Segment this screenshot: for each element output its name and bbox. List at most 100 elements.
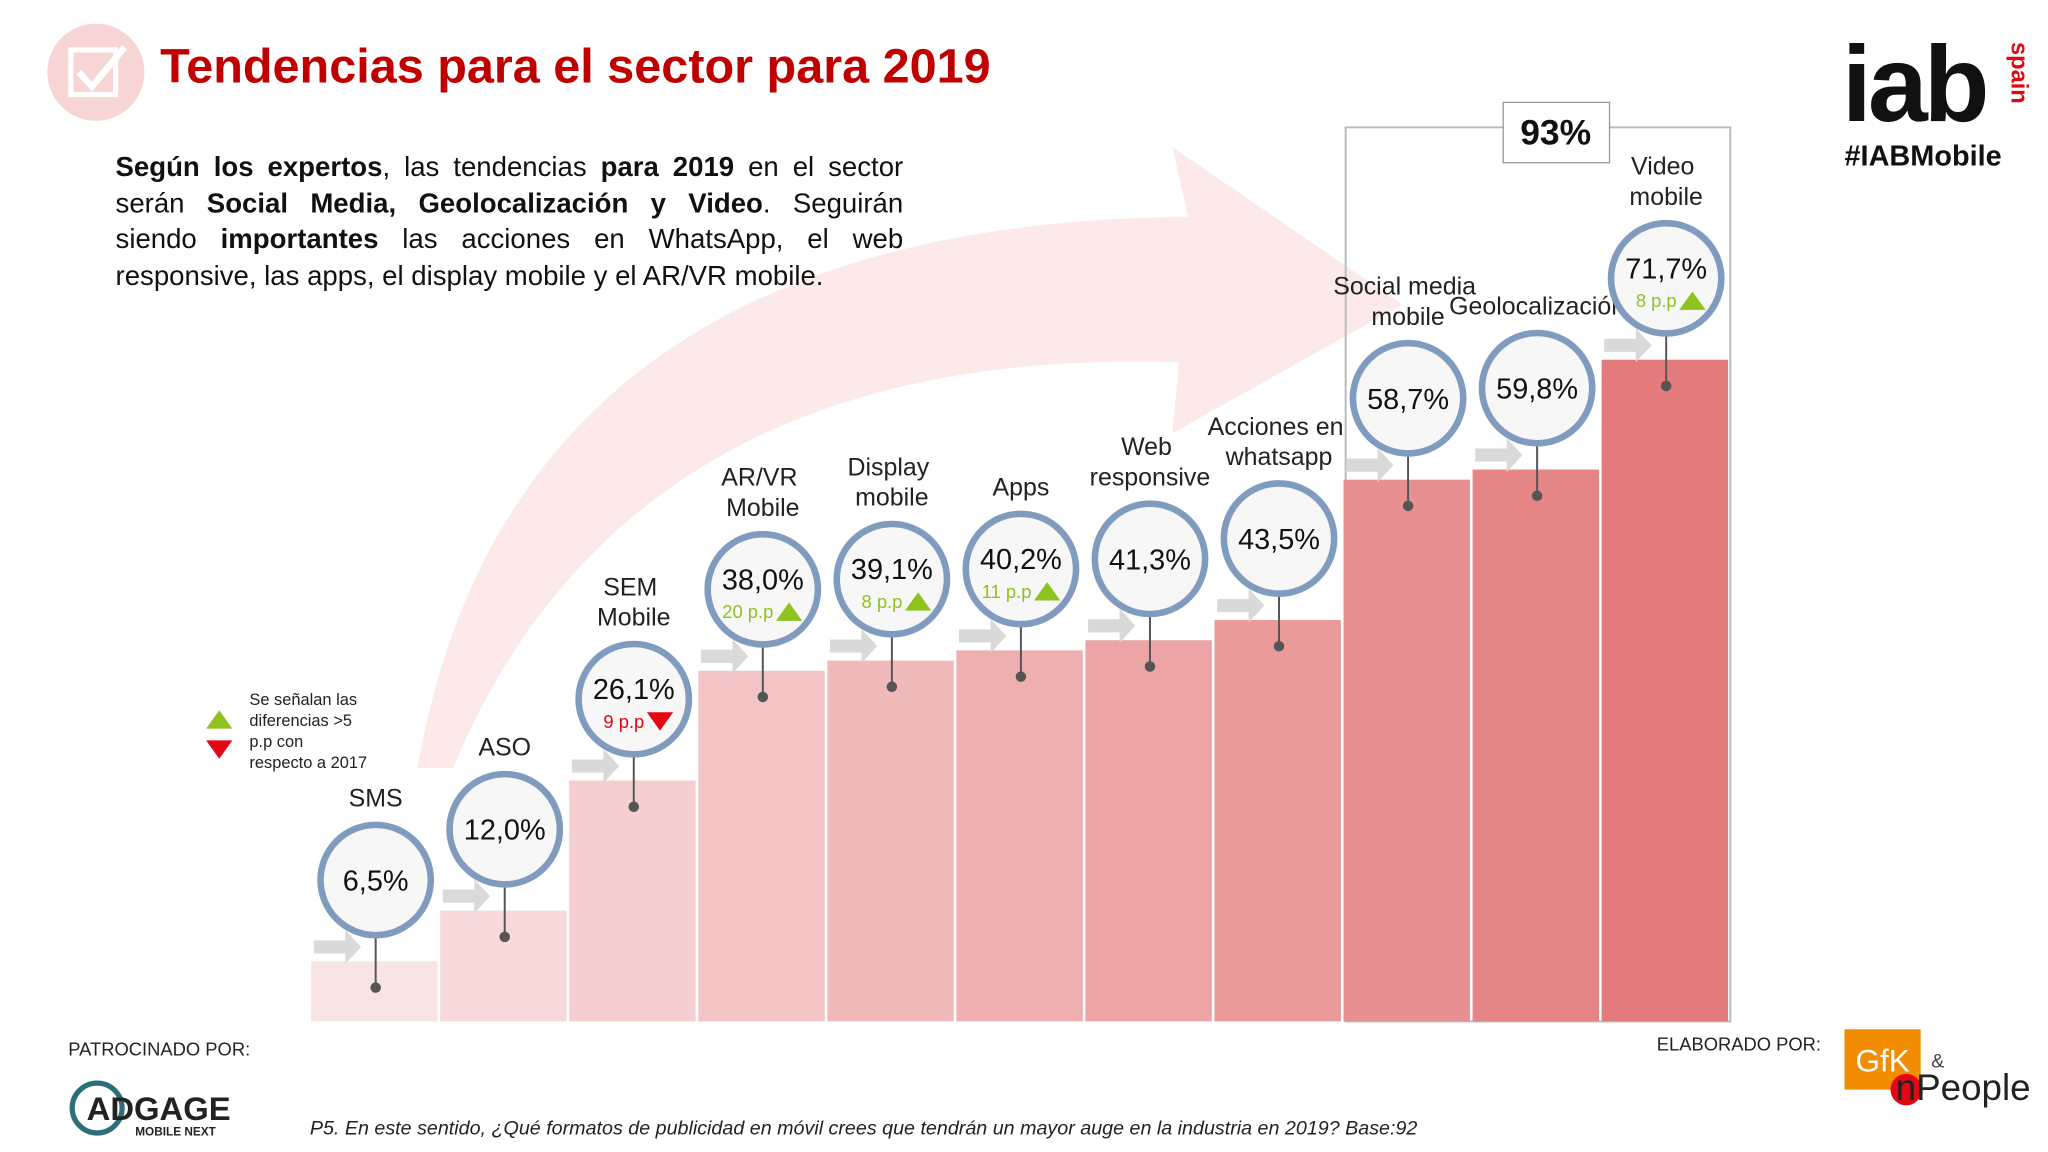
intro-segment: para 2019 xyxy=(600,152,735,183)
intro-segment: las acciones en WhatsApp, el web respons… xyxy=(115,224,904,291)
stem-dot xyxy=(370,982,381,993)
category-label: ASO xyxy=(478,734,531,762)
intro-text: Según los expertos, las tendencias para … xyxy=(116,150,904,294)
stem-dot xyxy=(1015,671,1027,682)
value-label: 40,2% xyxy=(980,544,1062,576)
value-label: 12,0% xyxy=(464,815,546,847)
author-name: GfK xyxy=(1855,1042,1909,1078)
difference-label: 9 p.p xyxy=(603,711,644,732)
legend-note: respecto a 2017 xyxy=(249,754,367,772)
step-arrow xyxy=(1475,438,1523,473)
sponsor-name: ADGAGE xyxy=(87,1090,231,1127)
bar xyxy=(1214,619,1341,1022)
stem-dot xyxy=(499,931,510,943)
intro-segment: . Seguirán siendo xyxy=(115,188,904,255)
stem-dot xyxy=(1531,490,1543,502)
header-icon xyxy=(47,23,145,121)
title: Tendencias para el sector para 2019 xyxy=(160,40,991,94)
difference-arrow xyxy=(904,592,932,611)
intro-box: Según los expertos, las tendencias para … xyxy=(116,150,904,294)
intro-segment: Social Media, Geolocalización y Video xyxy=(206,188,763,219)
highlight-box xyxy=(1502,101,1611,164)
step-arrow xyxy=(1346,448,1394,483)
category-label: Video mobile xyxy=(1629,153,1702,211)
header-icon-box xyxy=(68,47,119,98)
author-partner-mark xyxy=(1890,1073,1922,1106)
category-label: Display mobile xyxy=(848,453,937,511)
category-label: SMS xyxy=(349,784,403,812)
value-label: 38,0% xyxy=(722,564,804,596)
intro-segment: , las tendencias xyxy=(382,152,601,183)
stem-dot xyxy=(628,801,640,813)
value-label: 39,1% xyxy=(851,554,933,586)
hashtag: #IABMobile xyxy=(1845,140,2002,172)
stem-dot xyxy=(1660,380,1672,392)
intro-segment: importantes xyxy=(220,224,379,255)
value-label: 26,1% xyxy=(593,674,675,706)
step-arrow xyxy=(1217,588,1265,623)
bar xyxy=(1601,359,1729,1022)
difference-arrow xyxy=(646,712,674,731)
step-arrow xyxy=(959,618,1007,654)
bar xyxy=(956,650,1083,1022)
bar xyxy=(569,780,696,1022)
difference-label: 20 p.p xyxy=(722,601,773,622)
value-label: 58,7% xyxy=(1367,384,1449,416)
stem-dot xyxy=(886,681,898,693)
bar xyxy=(827,660,954,1022)
legend-note: Se señalan las xyxy=(249,691,357,709)
stem-dot xyxy=(757,691,769,703)
author-partner: nPeople xyxy=(1896,1067,2031,1108)
difference-label: 8 p.p xyxy=(1636,290,1677,311)
category-label: SEM Mobile xyxy=(597,573,670,631)
difference-label: 11 p.p xyxy=(982,581,1032,602)
step-arrow xyxy=(571,749,620,784)
difference-arrow xyxy=(1679,291,1706,310)
header-icon-check xyxy=(76,45,128,92)
category-label: Social media mobile xyxy=(1333,273,1483,331)
intro-segment: en el sector serán xyxy=(115,152,904,219)
sponsor-logo-ring xyxy=(69,1080,125,1136)
category-label: AR/VR Mobile xyxy=(721,464,804,522)
value-label: 71,7% xyxy=(1625,253,1707,285)
question: P5. En este sentido, ¿Qué formatos de pu… xyxy=(310,1117,1418,1139)
logo-country: spain xyxy=(2005,42,2031,104)
value-label: 43,5% xyxy=(1238,524,1320,556)
value-label: 41,3% xyxy=(1109,544,1191,576)
value-circle xyxy=(1478,329,1596,447)
value-circle xyxy=(1220,480,1338,597)
legend-note: p.p con xyxy=(249,733,303,751)
step-arrow xyxy=(313,929,362,965)
highlight-label: 93% xyxy=(1520,112,1591,152)
bar xyxy=(1343,479,1470,1022)
value-circle xyxy=(1091,500,1209,618)
category-label: Web responsive xyxy=(1090,433,1211,491)
bar xyxy=(1085,640,1212,1022)
step-arrow xyxy=(700,639,749,674)
legend-up xyxy=(206,710,233,729)
stem-dot xyxy=(1402,500,1414,512)
step-arrow xyxy=(1088,608,1136,643)
legend-note: diferencias >5 xyxy=(249,712,352,730)
difference-label: 8 p.p xyxy=(862,591,903,612)
author-label: ELABORADO POR: xyxy=(1657,1033,1821,1054)
value-circle xyxy=(446,770,564,888)
stem-dot xyxy=(1144,661,1156,672)
step-arrow xyxy=(442,879,491,914)
step-arrow xyxy=(829,629,878,664)
difference-arrow xyxy=(1034,582,1061,601)
difference-arrow xyxy=(775,602,803,621)
value-circle xyxy=(317,821,435,939)
sponsor-label: PATROCINADO POR: xyxy=(68,1039,250,1060)
author-and: & xyxy=(1931,1050,1944,1072)
category-label: Acciones en whatsapp xyxy=(1208,413,1351,471)
bar xyxy=(698,670,825,1022)
stem-dot xyxy=(1273,640,1285,652)
category-label: Apps xyxy=(992,473,1049,501)
intro-segment: Según los expertos xyxy=(115,152,383,183)
trend-arrow xyxy=(417,147,1403,769)
category-label: Geolocalización xyxy=(1449,293,1625,321)
value-circle xyxy=(1349,339,1467,457)
